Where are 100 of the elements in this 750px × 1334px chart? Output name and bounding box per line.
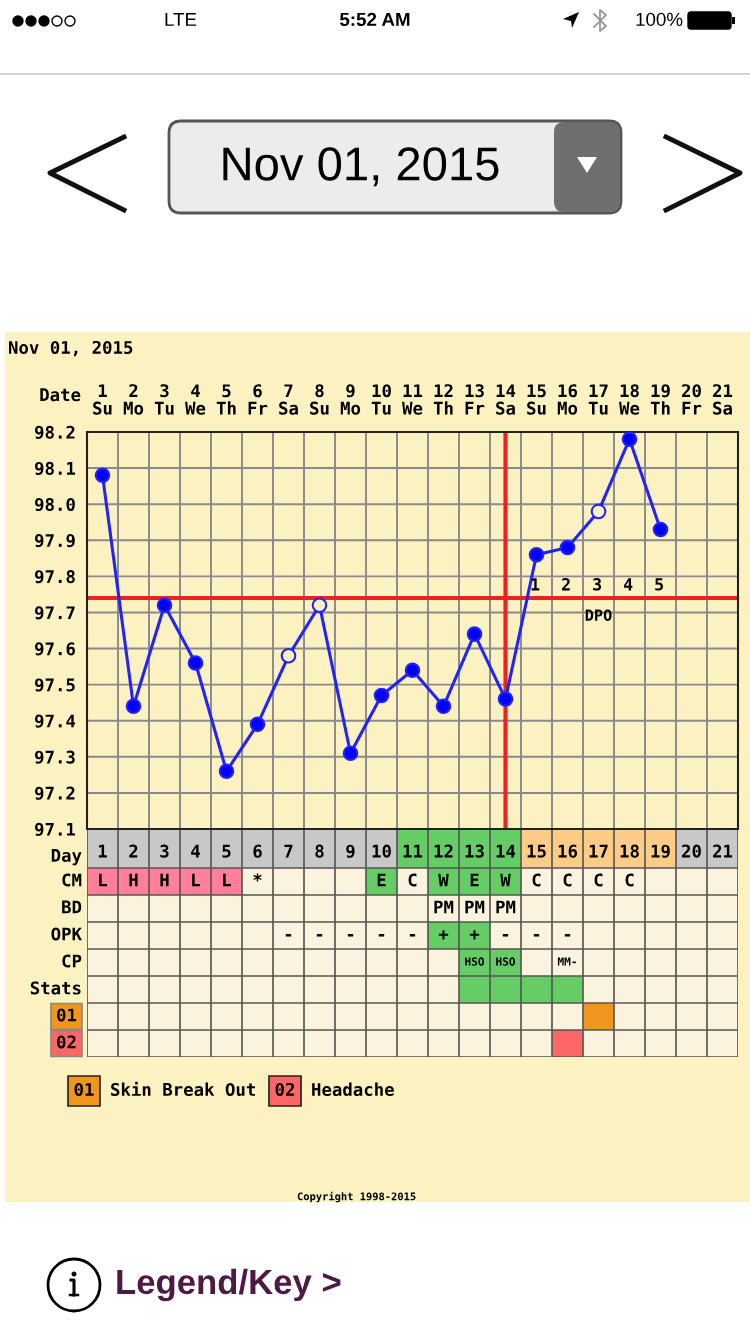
- text: LTE: [165, 12, 197, 26]
- category-label: 02: [57, 1035, 76, 1049]
- legend-label: Headache: [312, 1082, 394, 1097]
- text: Nov 01, 2015: [223, 147, 499, 187]
- category-label: 02: [275, 1082, 295, 1097]
- text: *: [253, 873, 262, 882]
- x2-tick-label: 2: [129, 844, 138, 858]
- y-tick-label: 97.9: [35, 534, 75, 548]
- text: -: [502, 934, 509, 937]
- text: L: [99, 873, 108, 887]
- x2-tick-label: 10: [372, 844, 391, 858]
- x2-tick-label: 13: [465, 844, 484, 858]
- text: -: [564, 934, 571, 937]
- text: -: [347, 934, 354, 937]
- category-label: CM: [62, 873, 82, 887]
- x-tick-label: 7 Sa: [279, 384, 298, 415]
- x-tick-label: 6 Fr: [248, 384, 268, 415]
- x-tick-label: 9 Mo: [340, 384, 361, 415]
- x2-tick-label: 15: [527, 844, 546, 858]
- text: -: [378, 934, 385, 937]
- text: L: [223, 873, 232, 887]
- category-label: CP: [62, 954, 82, 968]
- x-tick-label: 3 Tu: [154, 384, 174, 415]
- text: PM: [465, 900, 485, 914]
- legend-label: Skin Break Out: [111, 1081, 255, 1097]
- x2-tick-label: 3: [160, 844, 169, 858]
- x-tick-label: 13 Fr: [465, 384, 485, 415]
- category-label: Stats: [30, 981, 81, 995]
- x2-tick-label: 21: [713, 844, 733, 858]
- category-label: OPK: [51, 927, 82, 941]
- y-tick-label: 97.1: [35, 822, 76, 836]
- text: C: [594, 873, 603, 887]
- text: W: [500, 873, 511, 887]
- x2-tick-label: 11: [403, 844, 423, 858]
- x-tick-label: 8 Su: [310, 384, 329, 415]
- annotation: 5: [655, 578, 663, 591]
- x-tick-label: 20 Fr: [682, 384, 702, 415]
- category-label: 01: [74, 1082, 94, 1097]
- text: E: [470, 873, 479, 887]
- text: 100%: [636, 12, 683, 27]
- x2-tick-label: 19: [651, 844, 670, 858]
- text: +: [469, 930, 480, 940]
- text: PM: [434, 900, 454, 914]
- x2-tick-label: 8: [315, 844, 324, 858]
- x2-tick-label: 4: [191, 844, 200, 858]
- x-tick-label: 17 Tu: [588, 384, 608, 415]
- text: C: [563, 873, 572, 887]
- x-tick-label: 18 We: [619, 384, 640, 415]
- annotation: 1: [531, 578, 540, 591]
- x2-tick-label: 5: [222, 844, 231, 858]
- text: W: [438, 873, 449, 887]
- category-label: BD: [62, 900, 82, 914]
- x2-tick-label: 16: [558, 844, 578, 858]
- text: -: [316, 934, 323, 937]
- annotation: 4: [623, 578, 633, 591]
- x2-axis-title: Day: [51, 849, 82, 866]
- y-tick-label: 98.0: [35, 497, 75, 512]
- category-label: 01: [57, 1008, 77, 1022]
- text: H: [129, 873, 138, 887]
- text: Legend/Key >: [117, 1268, 341, 1302]
- y-tick-label: 97.8: [35, 570, 75, 584]
- x2-tick-label: 14: [496, 844, 516, 858]
- x2-tick-label: 17: [589, 844, 608, 858]
- text: HSO: [496, 957, 516, 966]
- y-tick-label: 97.6: [35, 642, 75, 656]
- x-tick-label: 16 Mo: [557, 384, 578, 415]
- x-tick-label: 12 Th: [433, 384, 453, 415]
- text: PM: [496, 900, 516, 914]
- text: -: [285, 934, 292, 937]
- x-tick-label: 19 Th: [650, 384, 670, 415]
- text: Copyright 1998-2015: [297, 1191, 416, 1203]
- annotation: 2: [562, 578, 570, 591]
- x2-tick-label: 6: [253, 844, 262, 858]
- x-tick-label: 2 Mo: [123, 384, 144, 415]
- x2-tick-label: 1: [98, 844, 107, 858]
- x-axis-title: Date: [40, 388, 81, 402]
- text: H: [160, 873, 169, 887]
- x-tick-label: 10 Tu: [371, 384, 391, 415]
- x-tick-label: 15 Su: [527, 384, 546, 415]
- x-tick-label: 1 Su: [93, 384, 112, 415]
- text: 5:52 AM: [339, 12, 410, 27]
- x2-tick-label: 9: [346, 844, 355, 858]
- text: HSO: [465, 957, 485, 966]
- x2-tick-label: 18: [620, 844, 639, 858]
- annotation: 3: [593, 578, 602, 591]
- x2-tick-label: 20: [682, 844, 701, 858]
- x2-tick-label: 7: [284, 844, 293, 858]
- text: +: [438, 930, 449, 940]
- y-tick-label: 97.5: [35, 678, 75, 692]
- text: C: [625, 873, 634, 887]
- x-tick-label: 14 Sa: [496, 384, 516, 415]
- x2-tick-label: 12: [434, 844, 453, 858]
- text: C: [408, 873, 417, 887]
- text: C: [532, 873, 541, 887]
- text: -: [533, 934, 540, 937]
- y-tick-label: 97.7: [35, 606, 75, 620]
- y-tick-label: 97.4: [35, 714, 76, 728]
- x-tick-label: 4 We: [185, 384, 206, 415]
- text: E: [377, 873, 386, 887]
- x-tick-label: 21 Sa: [713, 384, 733, 415]
